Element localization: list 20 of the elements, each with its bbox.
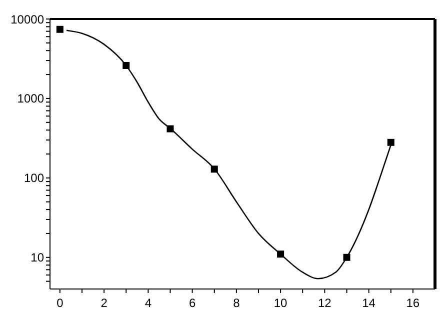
x-tick-label: 6 xyxy=(188,296,196,310)
point xyxy=(56,26,64,33)
x-tick-label: 16 xyxy=(406,296,420,310)
y-tick-label: 10 xyxy=(30,250,44,265)
x-tick-label: 12 xyxy=(318,296,332,310)
x-tick-label: 4 xyxy=(144,296,152,310)
point xyxy=(122,62,130,69)
x-tick-label: 8 xyxy=(233,296,240,310)
point xyxy=(166,125,174,132)
point xyxy=(343,254,350,261)
x-tick-label: 10 xyxy=(274,296,288,310)
point xyxy=(387,138,394,146)
point xyxy=(210,166,218,173)
x-tick-label: 0 xyxy=(56,296,64,310)
x-tick-label: 14 xyxy=(362,296,376,310)
y-tick-label: 10000 xyxy=(10,12,44,26)
x-tick-label: 2 xyxy=(100,296,108,310)
y-tick-label: 1000 xyxy=(17,92,44,106)
y-tick-label: 100 xyxy=(24,171,44,186)
point xyxy=(277,250,284,258)
